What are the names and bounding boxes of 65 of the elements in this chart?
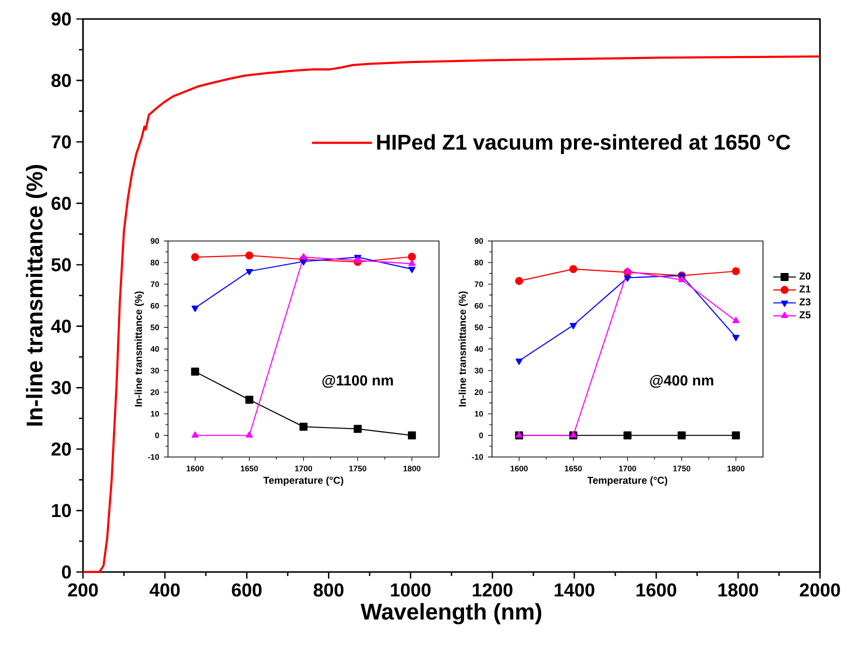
y-tick-label: -10 — [472, 454, 483, 460]
x-axis-title: Temperature (°C) — [263, 476, 344, 486]
y-tick-label: 50 — [474, 324, 483, 330]
x-axis-title: Temperature (°C) — [587, 476, 668, 486]
y-tick-label: 90 — [150, 238, 159, 244]
x-tick-label: 1600 — [186, 466, 204, 472]
x-tick-label: 1800 — [718, 583, 758, 597]
x-tick-label: 2000 — [800, 583, 840, 597]
x-tick-label: 1700 — [295, 466, 312, 472]
y-tick-label: 10 — [474, 410, 483, 417]
y-axis-title: In-line transmittance (%) — [134, 291, 144, 406]
x-tick-label: 1600 — [510, 466, 528, 472]
x-tick-label: 1750 — [349, 466, 366, 472]
y-tick-label: 20 — [52, 442, 71, 456]
x-tick-label: 400 — [150, 583, 180, 597]
x-tick-label: 600 — [232, 583, 262, 597]
y-tick-label: 10 — [52, 504, 71, 518]
y-tick-label: 70 — [52, 135, 71, 148]
y-tick-label: 0 — [479, 432, 483, 438]
y-axis-title: In-line transmittance (%) — [458, 291, 468, 406]
y-axis-title: In-line transmittance (%) — [26, 165, 48, 426]
y-tick-label: -10 — [148, 454, 159, 460]
annotation: @1100 nm — [322, 375, 393, 388]
annotation: @400 nm — [650, 375, 714, 388]
y-tick-label: 60 — [150, 302, 159, 309]
y-tick-label: 90 — [474, 238, 483, 244]
x-tick-label: 1650 — [564, 466, 582, 472]
x-tick-label: 1700 — [619, 466, 636, 472]
y-tick-label: 90 — [52, 12, 71, 26]
x-tick-label: 1400 — [554, 583, 594, 597]
y-tick-label: 70 — [150, 281, 159, 288]
y-tick-label: 80 — [150, 260, 159, 266]
legend-label: Z1 — [799, 285, 811, 292]
y-tick-label: 40 — [474, 346, 483, 352]
y-tick-label: 40 — [150, 346, 159, 352]
y-tick-label: 60 — [474, 302, 483, 309]
x-tick-label: 1800 — [404, 466, 420, 472]
legend-label: Z5 — [799, 311, 811, 318]
x-tick-label: 1600 — [636, 583, 676, 597]
y-tick-label: 70 — [474, 281, 483, 288]
y-tick-label: 30 — [474, 368, 483, 374]
legend-label: Z0 — [799, 272, 810, 280]
y-tick-label: 0 — [62, 565, 71, 579]
y-tick-label: 30 — [51, 381, 71, 394]
x-tick-label: 1650 — [240, 466, 258, 472]
y-tick-label: 20 — [150, 389, 159, 396]
x-tick-label: 1800 — [728, 466, 744, 472]
legend-label: Z3 — [799, 298, 810, 306]
x-axis-title: Wavelength (nm) — [360, 603, 542, 624]
y-tick-label: 50 — [150, 324, 159, 330]
y-tick-label: 20 — [474, 389, 483, 396]
x-tick-label: 200 — [68, 583, 98, 597]
x-tick-label: 1000 — [390, 583, 431, 597]
y-tick-label: 10 — [150, 410, 159, 417]
x-tick-label: 800 — [314, 583, 344, 597]
x-tick-label: 1200 — [472, 583, 512, 597]
y-tick-label: 30 — [150, 368, 159, 374]
x-tick-label: 1750 — [673, 466, 690, 472]
y-tick-label: 50 — [51, 258, 71, 272]
y-tick-label: 0 — [155, 432, 159, 438]
y-tick-label: 40 — [51, 320, 71, 333]
y-tick-label: 60 — [52, 196, 71, 210]
y-tick-label: 80 — [474, 260, 483, 266]
legend-label: HIPed Z1 vacuum pre-sintered at 1650 °C — [377, 134, 790, 154]
y-tick-label: 80 — [51, 74, 71, 88]
